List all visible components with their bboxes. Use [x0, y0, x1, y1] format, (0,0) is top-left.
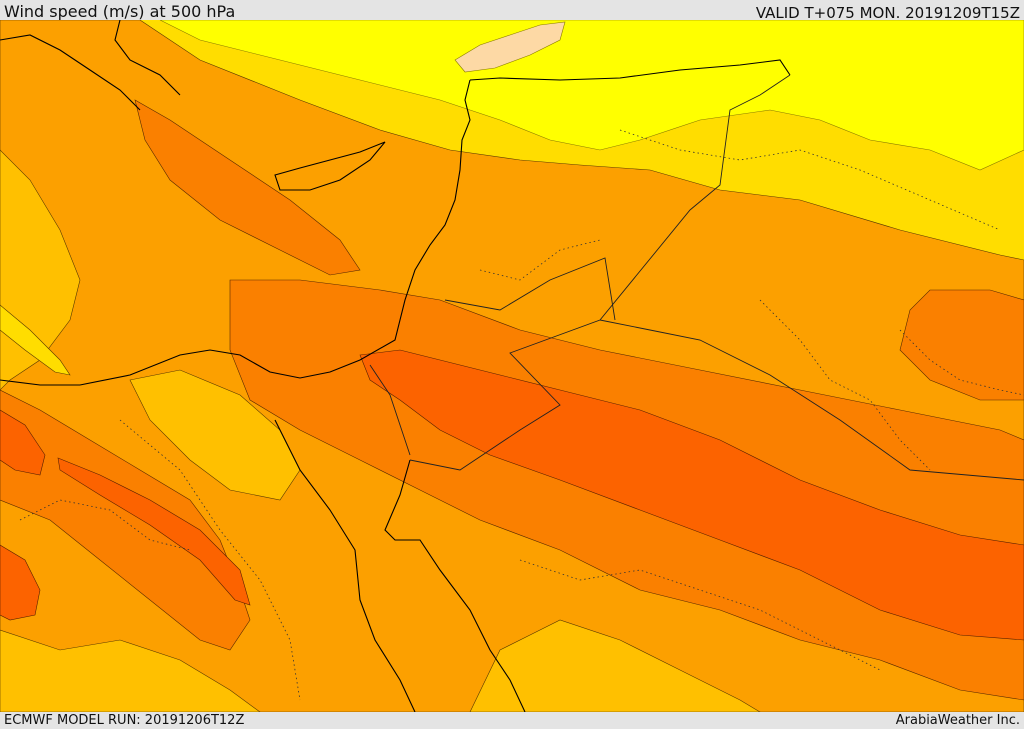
contour-dark-orange-nw — [134, 99, 361, 276]
contour-amber-south — [0, 629, 261, 712]
contour-yellow-north — [159, 20, 1024, 171]
model-run-label: ECMWF MODEL RUN: 20191206T12Z — [4, 713, 245, 728]
contour-amber-arabia — [469, 619, 761, 712]
footer-bar: ECMWF MODEL RUN: 20191206T12Z ArabiaWeat… — [0, 712, 1024, 729]
contour-dark-orange-west — [0, 389, 251, 651]
contour-dark-orange-east — [899, 289, 1024, 401]
map-title: Wind speed (m/s) at 500 hPa — [4, 2, 236, 21]
contour-red-orange-jet — [359, 349, 1024, 641]
contour-gold-streak — [0, 304, 71, 376]
contour-red-orange-sw — [0, 544, 41, 621]
dotted-borders — [19, 129, 1024, 701]
coastlines — [0, 20, 791, 712]
header-bar: Wind speed (m/s) at 500 hPa VALID T+075 … — [0, 0, 1024, 22]
contour-amber-sinai — [129, 369, 301, 501]
credit-label: ArabiaWeather Inc. — [895, 713, 1020, 728]
contour-peach-patch — [454, 21, 566, 73]
contour-red-orange-west — [0, 409, 46, 476]
borders — [369, 74, 1024, 481]
contour-red-orange-strip — [57, 457, 251, 606]
valid-time-label: VALID T+075 MON. 20191209T15Z — [755, 4, 1020, 22]
wind-speed-map — [0, 20, 1024, 712]
